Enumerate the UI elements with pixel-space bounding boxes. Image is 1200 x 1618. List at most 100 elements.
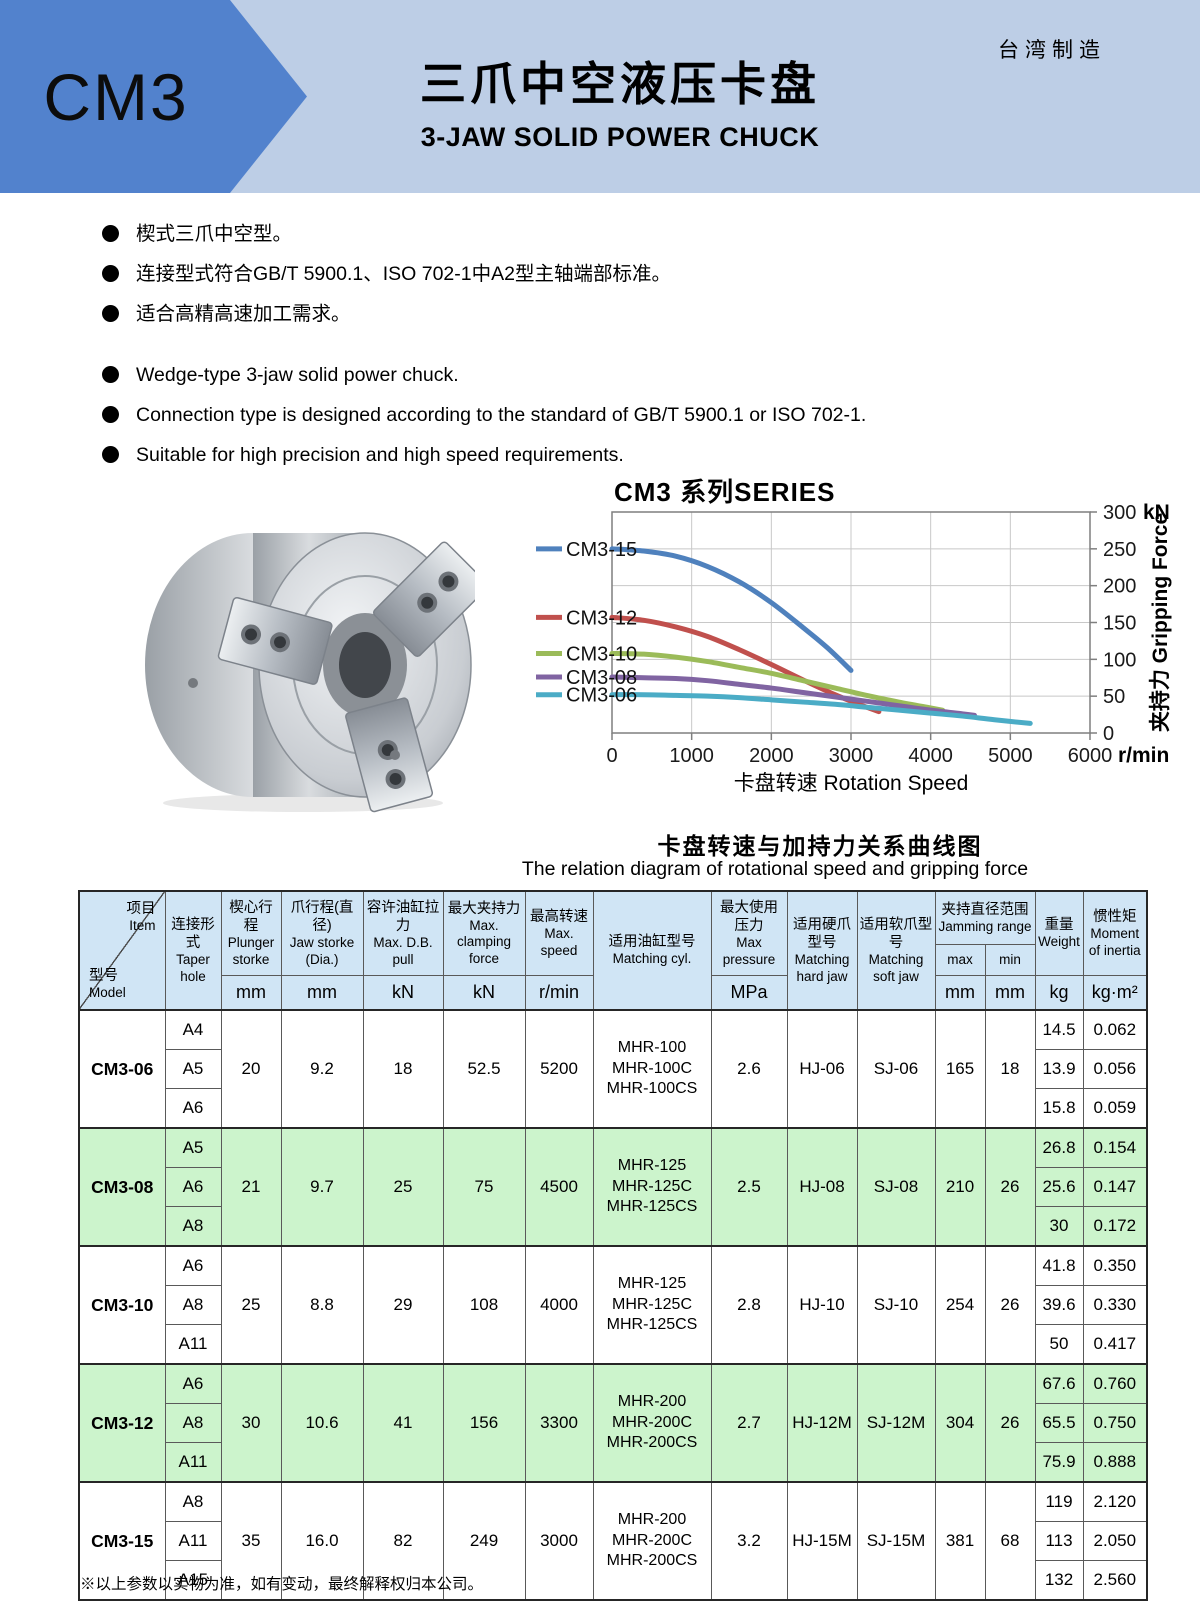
x-tick-label: 5000	[988, 745, 1032, 767]
chuck-jaw	[372, 541, 475, 658]
cell-clamping-force: 108	[442, 1245, 526, 1365]
cell-weight: 65.5	[1034, 1403, 1084, 1443]
cell-weight: 113	[1034, 1521, 1084, 1561]
table-row: A11 113 2.050	[79, 1521, 1148, 1561]
cell-model: CM3-10	[78, 1245, 166, 1365]
col-header-hard-jaw: 适用硬爪型号 Matching hard jaw	[786, 890, 858, 1011]
feature-text: 楔式三爪中空型。	[136, 223, 293, 245]
y-tick-label: 300	[1103, 502, 1136, 524]
cell-plunger: 35	[220, 1481, 282, 1601]
cell-max-speed: 4500	[524, 1127, 594, 1247]
unit-jamming-min: mm	[984, 975, 1036, 1011]
cell-inertia: 0.888	[1082, 1442, 1148, 1483]
cell-max-speed: 3300	[524, 1363, 594, 1483]
cell-clamping-force: 249	[442, 1481, 526, 1601]
feature-list-en: Wedge-type 3-jaw solid power chuck. Conn…	[102, 363, 1102, 467]
cell-jaw-stroke: 16.0	[280, 1481, 364, 1601]
cell-jamming-max: 304	[934, 1363, 986, 1483]
y-tick-label: 200	[1103, 576, 1136, 598]
unit-pressure: MPa	[710, 975, 788, 1011]
col-header-weight: 重量 Weight	[1034, 890, 1084, 976]
col-header-jaw-stroke: 爪行程(直径) Jaw storke (Dia.)	[280, 890, 364, 976]
legend-label-CM3-12: CM3-12	[566, 607, 637, 629]
cell-inertia: 2.050	[1082, 1521, 1148, 1561]
col-header-jamming-max: max	[934, 944, 986, 976]
cell-clamping-force: 156	[442, 1363, 526, 1483]
chuck-jaw	[345, 697, 434, 813]
cell-model: CM3-15	[78, 1481, 166, 1601]
spec-table-header: 项目 Item 型号 Model 连接形式 Taper hole 楔心行程 Plun…	[78, 890, 1148, 1011]
cell-inertia: 0.062	[1082, 1009, 1148, 1050]
y-tick-label: 100	[1103, 649, 1136, 671]
table-row: A6 25.6 0.147	[79, 1167, 1148, 1207]
corner-model-label: 型号 Model	[89, 967, 126, 1000]
cell-plunger: 20	[220, 1009, 282, 1129]
cell-model: CM3-06	[78, 1009, 166, 1129]
origin-label: 台湾制造	[998, 39, 1106, 62]
cell-taper: A5	[164, 1049, 222, 1089]
bullet-icon	[102, 265, 119, 282]
page-title-en: 3-JAW SOLID POWER CHUCK	[420, 122, 820, 152]
table-row: CM3-06 A4 20 9.2 18 52.5 5200 MHR-100 MHR-100C MH…	[78, 1009, 1148, 1129]
col-header-taper: 连接形式 Taper hole	[164, 890, 222, 1011]
feature-item: 连接型式符合GB/T 5900.1、ISO 702-1中A2型主轴端部标准。	[102, 262, 1102, 286]
bullet-icon	[102, 406, 119, 423]
cell-weight: 67.6	[1034, 1363, 1084, 1404]
cell-inertia: 2.560	[1082, 1560, 1148, 1601]
table-row: CM3-12 A6 30 10.6 41 156 3300 MHR-200 MHR-200C MH…	[78, 1363, 1148, 1483]
x-axis-title: 卡盘转速 Rotation Speed	[734, 772, 969, 795]
cell-inertia: 2.120	[1082, 1481, 1148, 1522]
table-row: A11 50 0.417	[79, 1324, 1148, 1365]
unit-weight: kg	[1034, 975, 1084, 1011]
col-header-db-pull: 容许油缸拉力 Max. D.B. pull	[362, 890, 444, 976]
cell-weight: 75.9	[1034, 1442, 1084, 1483]
cell-db-pull: 82	[362, 1481, 444, 1601]
cell-max-pressure: 3.2	[710, 1481, 788, 1601]
unit-jamming-max: mm	[934, 975, 986, 1011]
cell-db-pull: 41	[362, 1363, 444, 1483]
legend-label-CM3-15: CM3-15	[566, 539, 637, 561]
cell-jamming-min: 68	[984, 1481, 1036, 1601]
chuck-jaw	[217, 596, 333, 685]
legend-label-CM3-06: CM3-06	[566, 685, 637, 707]
cell-plunger: 21	[220, 1127, 282, 1247]
x-tick-label: 3000	[829, 745, 874, 767]
feature-text: 连接型式符合GB/T 5900.1、ISO 702-1中A2型主轴端部标准。	[136, 263, 671, 285]
col-header-jamming-min: min	[984, 944, 1036, 976]
footnote: ※以上参数以实物为准，如有变动，最终解释权归本公司。	[80, 1576, 484, 1593]
spec-table-body: CM3-06 A4 20 9.2 18 52.5 5200 MHR-100 MHR-100C MH…	[78, 1009, 1148, 1601]
cell-jamming-min: 26	[984, 1363, 1036, 1483]
cell-inertia: 0.417	[1082, 1324, 1148, 1365]
cell-max-speed: 4000	[524, 1245, 594, 1365]
chart-caption-en: The relation diagram of rotational speed…	[521, 858, 1029, 880]
cell-jamming-max: 381	[934, 1481, 986, 1601]
y-unit-label: kN	[1143, 501, 1170, 524]
cell-hard-jaw: HJ-15M	[786, 1481, 858, 1601]
page-title-cn: 三爪中空液压卡盘	[420, 58, 820, 110]
table-row: CM3-10 A6 25 8.8 29 108 4000 MHR-125 MHR-125C MHR…	[78, 1245, 1148, 1365]
cell-hard-jaw: HJ-12M	[786, 1363, 858, 1483]
y-tick-label: 250	[1103, 539, 1136, 561]
legend-label-CM3-08: CM3-08	[566, 667, 637, 689]
unit-jaw: mm	[280, 975, 364, 1011]
cell-max-speed: 5200	[524, 1009, 594, 1129]
bullet-icon	[102, 366, 119, 383]
table-row: CM3-15 A8 35 16.0 82 249 3000 MHR-200 MHR-200C MH…	[78, 1481, 1148, 1601]
cell-inertia: 0.750	[1082, 1403, 1148, 1443]
cell-taper: A5	[164, 1127, 222, 1168]
cell-max-pressure: 2.7	[710, 1363, 788, 1483]
cell-jamming-max: 165	[934, 1009, 986, 1129]
feature-list: 楔式三爪中空型。 连接型式符合GB/T 5900.1、ISO 702-1中A2型…	[102, 222, 1102, 483]
feature-item: 适合高精高速加工需求。	[102, 302, 1102, 326]
cell-taper: A4	[164, 1009, 222, 1050]
gripping-force-chart: 0 50 100 150 200 250 300 0 1000 2000 3000 4000 5000 6…	[530, 486, 1190, 806]
y-tick-label: 150	[1103, 613, 1136, 635]
spec-table: 项目 Item 型号 Model 连接形式 Taper hole 楔心行程 Plun…	[78, 890, 1149, 1601]
cell-jamming-min: 26	[984, 1245, 1036, 1365]
cell-inertia: 0.172	[1082, 1206, 1148, 1247]
unit-db: kN	[362, 975, 444, 1011]
cell-matching-cyl: MHR-100 MHR-100C MHR-100CS	[592, 1009, 712, 1129]
cell-weight: 41.8	[1034, 1245, 1084, 1286]
cell-soft-jaw: SJ-10	[856, 1245, 936, 1365]
